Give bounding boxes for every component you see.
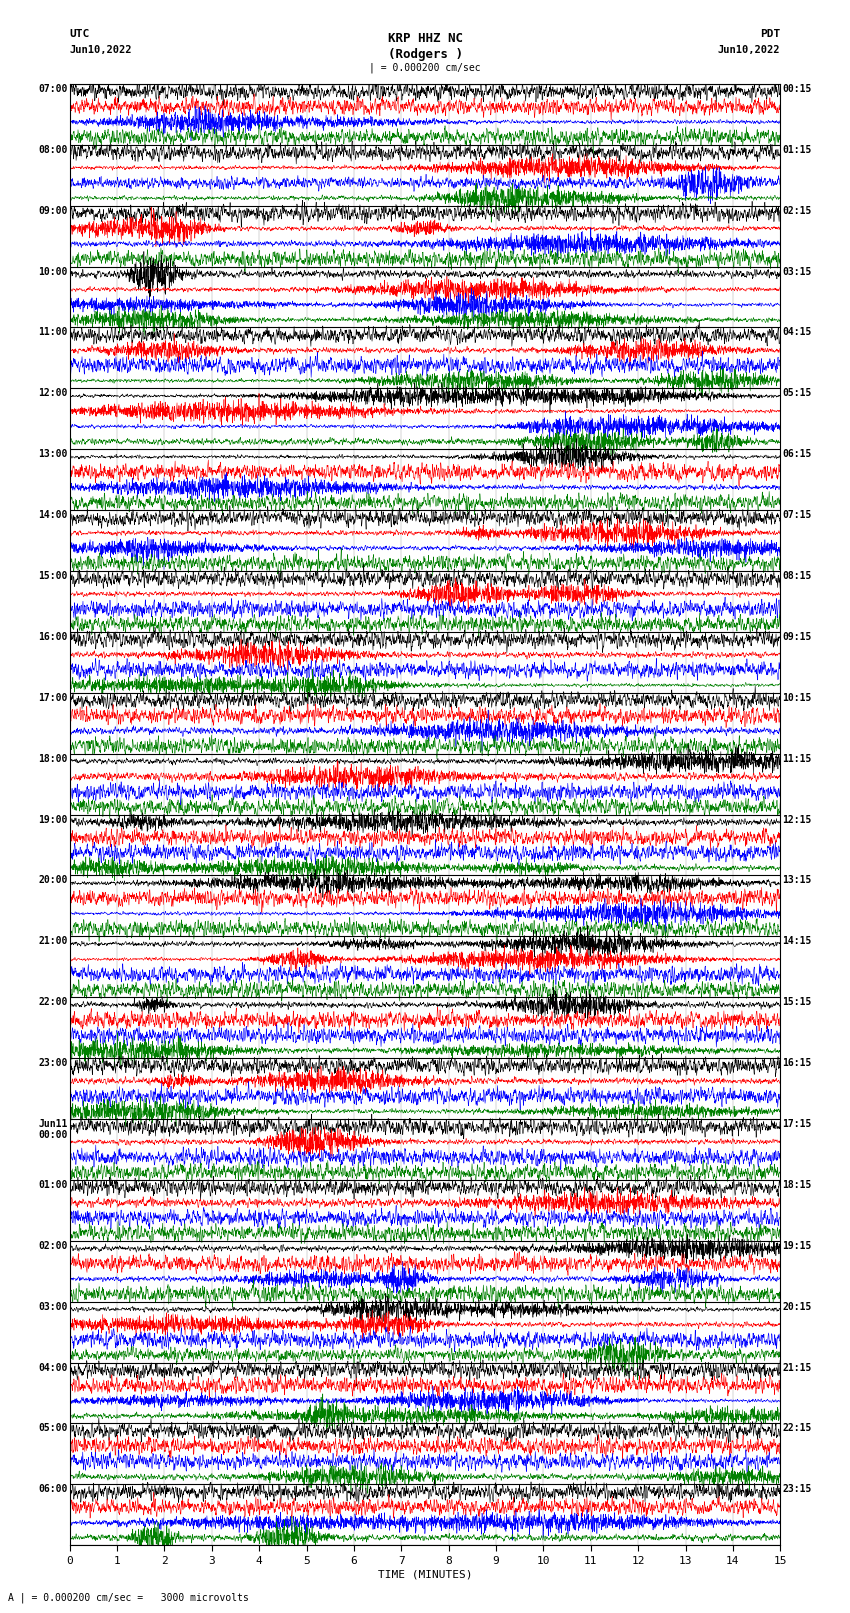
Text: 10:15: 10:15 bbox=[783, 694, 812, 703]
Text: 13:15: 13:15 bbox=[783, 876, 812, 886]
Text: 17:15: 17:15 bbox=[783, 1119, 812, 1129]
Text: (Rodgers ): (Rodgers ) bbox=[388, 48, 462, 61]
Text: 23:00: 23:00 bbox=[38, 1058, 67, 1068]
Text: 01:00: 01:00 bbox=[38, 1181, 67, 1190]
Text: 09:00: 09:00 bbox=[38, 206, 67, 216]
Text: 05:15: 05:15 bbox=[783, 389, 812, 398]
Text: KRP HHZ NC: KRP HHZ NC bbox=[388, 32, 462, 45]
Text: 03:00: 03:00 bbox=[38, 1302, 67, 1311]
Text: 12:15: 12:15 bbox=[783, 815, 812, 824]
Text: 08:00: 08:00 bbox=[38, 145, 67, 155]
Text: 05:00: 05:00 bbox=[38, 1423, 67, 1434]
Text: 15:00: 15:00 bbox=[38, 571, 67, 581]
Text: Jun11
00:00: Jun11 00:00 bbox=[38, 1119, 67, 1140]
Text: 21:00: 21:00 bbox=[38, 936, 67, 947]
Text: 19:00: 19:00 bbox=[38, 815, 67, 824]
Text: 01:15: 01:15 bbox=[783, 145, 812, 155]
Text: 20:15: 20:15 bbox=[783, 1302, 812, 1311]
Text: A | = 0.000200 cm/sec =   3000 microvolts: A | = 0.000200 cm/sec = 3000 microvolts bbox=[8, 1592, 249, 1603]
X-axis label: TIME (MINUTES): TIME (MINUTES) bbox=[377, 1569, 473, 1579]
Text: 20:00: 20:00 bbox=[38, 876, 67, 886]
Text: 06:00: 06:00 bbox=[38, 1484, 67, 1494]
Text: 17:00: 17:00 bbox=[38, 694, 67, 703]
Text: 03:15: 03:15 bbox=[783, 266, 812, 276]
Text: 16:15: 16:15 bbox=[783, 1058, 812, 1068]
Text: | = 0.000200 cm/sec: | = 0.000200 cm/sec bbox=[369, 63, 481, 74]
Text: 12:00: 12:00 bbox=[38, 389, 67, 398]
Text: 11:00: 11:00 bbox=[38, 327, 67, 337]
Text: 16:00: 16:00 bbox=[38, 632, 67, 642]
Text: 02:15: 02:15 bbox=[783, 206, 812, 216]
Text: 13:00: 13:00 bbox=[38, 448, 67, 460]
Text: 14:15: 14:15 bbox=[783, 936, 812, 947]
Text: UTC: UTC bbox=[70, 29, 90, 39]
Text: 04:00: 04:00 bbox=[38, 1363, 67, 1373]
Text: 15:15: 15:15 bbox=[783, 997, 812, 1007]
Text: 22:15: 22:15 bbox=[783, 1423, 812, 1434]
Text: Jun10,2022: Jun10,2022 bbox=[70, 45, 133, 55]
Text: 06:15: 06:15 bbox=[783, 448, 812, 460]
Text: PDT: PDT bbox=[760, 29, 780, 39]
Text: 10:00: 10:00 bbox=[38, 266, 67, 276]
Text: 02:00: 02:00 bbox=[38, 1240, 67, 1250]
Text: 18:00: 18:00 bbox=[38, 753, 67, 763]
Text: 04:15: 04:15 bbox=[783, 327, 812, 337]
Text: 09:15: 09:15 bbox=[783, 632, 812, 642]
Text: 21:15: 21:15 bbox=[783, 1363, 812, 1373]
Text: 14:00: 14:00 bbox=[38, 510, 67, 519]
Text: 19:15: 19:15 bbox=[783, 1240, 812, 1250]
Text: 18:15: 18:15 bbox=[783, 1181, 812, 1190]
Text: Jun10,2022: Jun10,2022 bbox=[717, 45, 780, 55]
Text: 08:15: 08:15 bbox=[783, 571, 812, 581]
Text: 07:15: 07:15 bbox=[783, 510, 812, 519]
Text: 11:15: 11:15 bbox=[783, 753, 812, 763]
Text: 22:00: 22:00 bbox=[38, 997, 67, 1007]
Text: 00:15: 00:15 bbox=[783, 84, 812, 94]
Text: 07:00: 07:00 bbox=[38, 84, 67, 94]
Text: 23:15: 23:15 bbox=[783, 1484, 812, 1494]
